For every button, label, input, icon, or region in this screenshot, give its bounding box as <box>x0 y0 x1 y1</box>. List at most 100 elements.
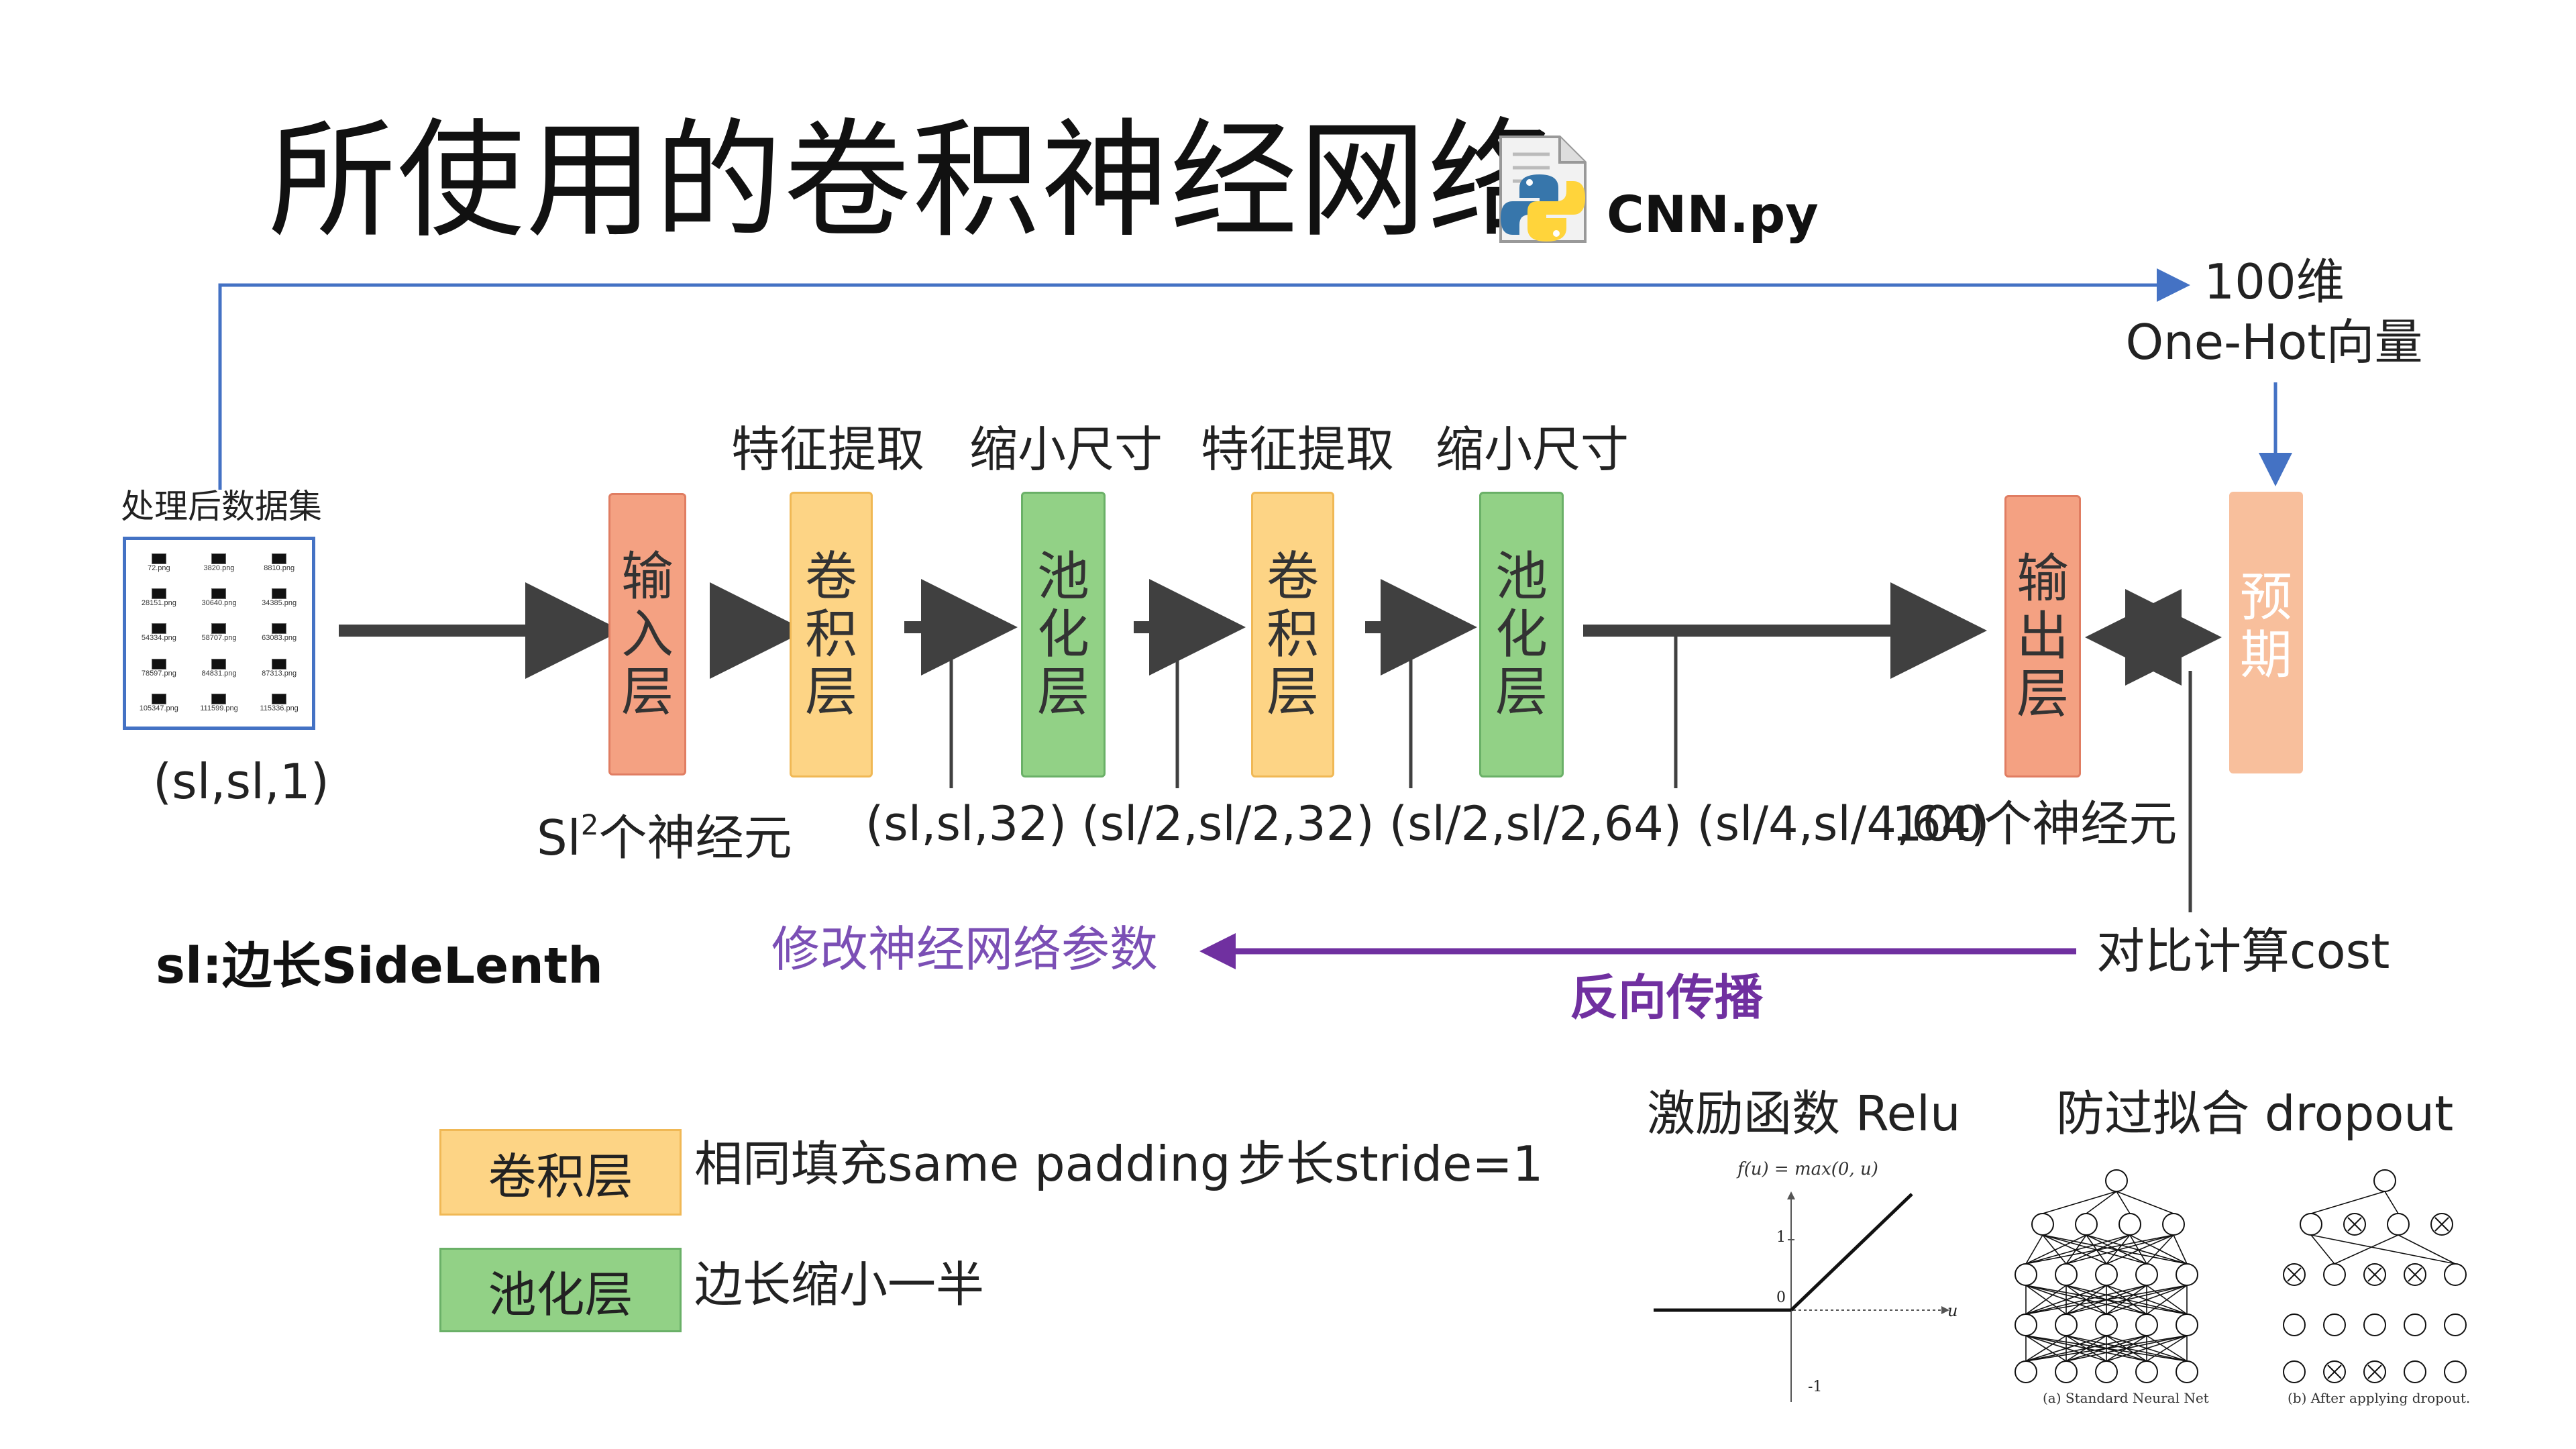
dropped-neuron-cross <box>2287 1267 2302 1282</box>
layer-shapes-label: (sl,sl,32) (sl/2,sl/2,32) (sl/2,sl/2,64)… <box>865 796 1990 851</box>
relu-plot <box>1650 1187 1966 1409</box>
input-neurons-suffix: 个神经元 <box>598 810 792 866</box>
dropout-connection <box>2106 1234 2174 1265</box>
dataset-file-item[interactable]: 58707.png <box>189 616 250 651</box>
dropout-connection <box>2065 1234 2174 1265</box>
pool-layer-1-char-2: 化 <box>1036 604 1089 665</box>
dropout-connection <box>2065 1335 2188 1362</box>
conv-layer-1-char-3: 层 <box>804 662 857 722</box>
image-file-icon <box>211 553 227 564</box>
dropout-connection <box>2086 1191 2117 1214</box>
dropout-connection <box>2146 1335 2188 1362</box>
dataset-file-item[interactable]: 63083.png <box>249 616 309 651</box>
expected-layer[interactable]: 预 期 <box>2229 492 2303 773</box>
dropout-connection <box>2086 1234 2188 1265</box>
dataset-file-item[interactable]: 84831.png <box>189 651 250 686</box>
image-file-icon <box>272 623 287 635</box>
dataset-file-item[interactable]: 30640.png <box>189 580 250 615</box>
image-file-icon <box>211 588 227 600</box>
dataset-file-item[interactable]: 72.png <box>129 545 189 580</box>
activation-title: 激励函数 Relu <box>1647 1085 1961 1142</box>
dataset-file-name: 87313.png <box>262 669 297 678</box>
output-layer[interactable]: 输 出 层 <box>2004 495 2081 777</box>
dropout-connection <box>2106 1335 2188 1362</box>
pool-layer-2[interactable]: 池 化 层 <box>1479 492 1564 777</box>
dropout-connection <box>2025 1335 2147 1362</box>
dataset-file-item[interactable]: 34385.png <box>249 580 309 615</box>
dropout-connection <box>2042 1234 2107 1265</box>
dataset-file-item[interactable]: 115336.png <box>249 686 309 721</box>
pool-layer-2-char-1: 池 <box>1495 547 1548 607</box>
dropout-connection <box>2129 1234 2188 1265</box>
backprop-label: 反向传播 <box>1570 969 1764 1026</box>
dataset-box[interactable]: 72.png 3820.png 8810.png 28151.png 30640.png… <box>123 537 315 730</box>
dataset-file-item[interactable]: 54334.png <box>129 616 189 651</box>
legend-pool-desc: 边长缩小一半 <box>694 1256 985 1313</box>
conv-layer-1[interactable]: 卷 积 层 <box>790 492 873 777</box>
pool-layer-2-char-2: 化 <box>1495 604 1548 665</box>
legend-pool-swatch: 池化层 <box>439 1248 682 1332</box>
neuron <box>2283 1360 2306 1383</box>
conv-layer-1-char-1: 卷 <box>804 547 857 607</box>
relu-tick-0: 0 <box>1776 1289 1786 1306</box>
dataset-file-item[interactable]: 111599.png <box>189 686 250 721</box>
dropout-connection <box>2146 1234 2174 1265</box>
image-file-icon <box>272 694 287 705</box>
dataset-label: 处理后数据集 <box>121 487 322 526</box>
neuron <box>2135 1263 2158 1286</box>
stage-label-pool1: 缩小尺寸 <box>969 421 1163 478</box>
image-file-icon <box>272 553 287 564</box>
conv-layer-2[interactable]: 卷 积 层 <box>1251 492 1334 777</box>
dropout-connection <box>2025 1285 2147 1315</box>
neuron <box>2055 1263 2078 1286</box>
relu-axis-label: u <box>1947 1301 1958 1320</box>
input-layer-char-3: 层 <box>621 661 674 722</box>
neuron <box>2015 1313 2037 1336</box>
stage-label-conv2: 特征提取 <box>1201 421 1395 478</box>
dropout-connection <box>2086 1234 2147 1265</box>
dataset-file-name: 111599.png <box>200 704 238 713</box>
dataset-shape: (sl,sl,1) <box>153 753 329 810</box>
neuron <box>2031 1213 2054 1236</box>
dataset-file-item[interactable]: 78597.png <box>129 651 189 686</box>
dataset-file-item[interactable]: 105347.png <box>129 686 189 721</box>
dataset-file-name: 72.png <box>148 564 170 572</box>
dropout-connection <box>2025 1285 2107 1315</box>
dataset-file-name: 8810.png <box>264 564 295 572</box>
dropout-connection <box>2042 1234 2147 1265</box>
legend-conv-swatch: 卷积层 <box>439 1129 682 1216</box>
file-name[interactable]: CNN.py <box>1607 184 1819 244</box>
neuron <box>2162 1213 2185 1236</box>
neuron <box>2135 1313 2158 1336</box>
dataset-file-item[interactable]: 3820.png <box>189 545 250 580</box>
dataset-file-item[interactable]: 28151.png <box>129 580 189 615</box>
dataset-file-item[interactable]: 8810.png <box>249 545 309 580</box>
dropout-caption-a: (a) Standard Neural Net <box>2043 1390 2209 1406</box>
input-neurons-label: Sl2个神经元 <box>537 795 792 868</box>
dataset-file-name: 30640.png <box>201 599 237 608</box>
neuron <box>2105 1169 2128 1192</box>
dropout-connection <box>2334 1234 2399 1265</box>
stage-label-pool2: 缩小尺寸 <box>1436 421 1629 478</box>
dataset-file-item[interactable]: 87313.png <box>249 651 309 686</box>
legend-conv-desc: 相同填充same padding <box>694 1136 1231 1192</box>
pool-layer-1[interactable]: 池 化 层 <box>1021 492 1106 777</box>
neuron <box>2404 1360 2426 1383</box>
sl-legend: sl:边长SideLenth <box>156 937 603 995</box>
neuron <box>2444 1360 2467 1383</box>
legend-conv-stride: 步长stride=1 <box>1238 1136 1544 1192</box>
dropout-connection <box>2025 1335 2188 1362</box>
input-layer[interactable]: 输 入 层 <box>608 493 686 775</box>
neuron <box>2283 1313 2306 1336</box>
image-file-icon <box>272 658 287 669</box>
dropout-connection <box>2398 1234 2456 1265</box>
python-file-icon[interactable] <box>1493 134 1593 245</box>
dataset-file-name: 84831.png <box>201 669 237 678</box>
dataset-file-name: 105347.png <box>139 704 178 713</box>
image-file-icon <box>151 694 166 705</box>
neuron <box>2055 1360 2078 1383</box>
neuron <box>2118 1213 2141 1236</box>
neuron <box>2444 1313 2467 1336</box>
neuron <box>2075 1213 2098 1236</box>
image-file-icon <box>211 694 227 705</box>
